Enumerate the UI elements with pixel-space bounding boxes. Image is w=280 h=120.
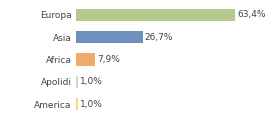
- Text: 63,4%: 63,4%: [237, 10, 265, 19]
- Text: 1,0%: 1,0%: [80, 77, 103, 86]
- Bar: [76, 76, 78, 88]
- Bar: [76, 9, 235, 21]
- Text: 7,9%: 7,9%: [97, 55, 120, 64]
- Bar: [76, 53, 95, 66]
- Text: 1,0%: 1,0%: [80, 99, 103, 108]
- Bar: [76, 98, 78, 110]
- Text: 26,7%: 26,7%: [145, 33, 173, 42]
- Bar: [76, 31, 143, 43]
